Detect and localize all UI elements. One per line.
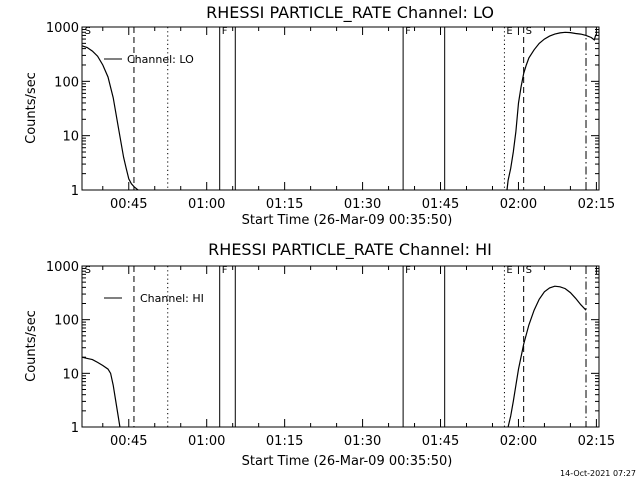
x-tick-label: 01:45 (422, 434, 459, 449)
series-line-lo (81, 45, 139, 191)
panel-lo-title: RHESSI PARTICLE_RATE Channel: LO (206, 3, 494, 23)
panel-lo-channel: RHESSI PARTICLE_RATE Channel: LO Counts/… (24, 3, 615, 228)
footer-timestamp: 14-Oct-2021 07:27 (560, 469, 636, 478)
panel-lo-xlabel: Start Time (26-Mar-09 00:35:50) (242, 213, 453, 228)
x-tick-label: 01:45 (422, 197, 459, 212)
x-tick-label: 01:15 (266, 434, 303, 449)
x-tick-label: 02:00 (500, 197, 537, 212)
x-tick-label: 00:45 (110, 434, 147, 449)
panel-hi-channel: RHESSI PARTICLE_RATE Channel: HI Counts/… (24, 240, 615, 469)
corner-marker-label: S (85, 26, 91, 37)
panel-hi-title: RHESSI PARTICLE_RATE Channel: HI (208, 240, 492, 260)
panel-lo-legend-label: Channel: LO (127, 53, 194, 66)
panel-hi-xlabel: Start Time (26-Mar-09 00:35:50) (242, 454, 453, 469)
event-marker-label: F (222, 265, 228, 276)
series-line-lo (506, 31, 597, 191)
event-marker-label: F (405, 265, 411, 276)
series-line-hi (507, 285, 587, 428)
y-tick-label: 10 (62, 367, 79, 382)
x-tick-label: 01:00 (188, 197, 225, 212)
y-tick-label: 100 (54, 314, 79, 329)
plot-frame-lo (81, 26, 600, 191)
event-marker-label: E (506, 265, 512, 276)
x-tick-label: 01:30 (344, 197, 381, 212)
event-marker-label: E (506, 26, 512, 37)
event-marker-label: F (222, 26, 228, 37)
event-marker-label: S (526, 26, 532, 37)
y-tick-label: 1 (71, 421, 79, 436)
x-tick-label: 01:00 (188, 434, 225, 449)
plot-frame-hi (81, 265, 600, 428)
y-tick-label: 1000 (46, 21, 79, 36)
series-line-hi (81, 356, 121, 428)
panel-lo-ylabel: Counts/sec (24, 72, 39, 144)
x-tick-label: 00:45 (110, 197, 147, 212)
corner-marker-label: S (85, 265, 91, 276)
panel-hi-ylabel: Counts/sec (24, 310, 39, 382)
y-tick-label: 100 (54, 75, 79, 90)
event-marker-label: F (405, 26, 411, 37)
y-tick-label: 1000 (46, 260, 79, 275)
x-tick-label: 02:15 (578, 434, 615, 449)
y-tick-label: 1 (71, 184, 79, 199)
event-marker-label: S (526, 265, 532, 276)
panel-hi-legend-label: Channel: HI (140, 292, 204, 305)
x-tick-label: 02:00 (500, 434, 537, 449)
y-tick-label: 10 (62, 130, 79, 145)
x-tick-label: 01:15 (266, 197, 303, 212)
x-tick-label: 01:30 (344, 434, 381, 449)
x-tick-label: 02:15 (578, 197, 615, 212)
